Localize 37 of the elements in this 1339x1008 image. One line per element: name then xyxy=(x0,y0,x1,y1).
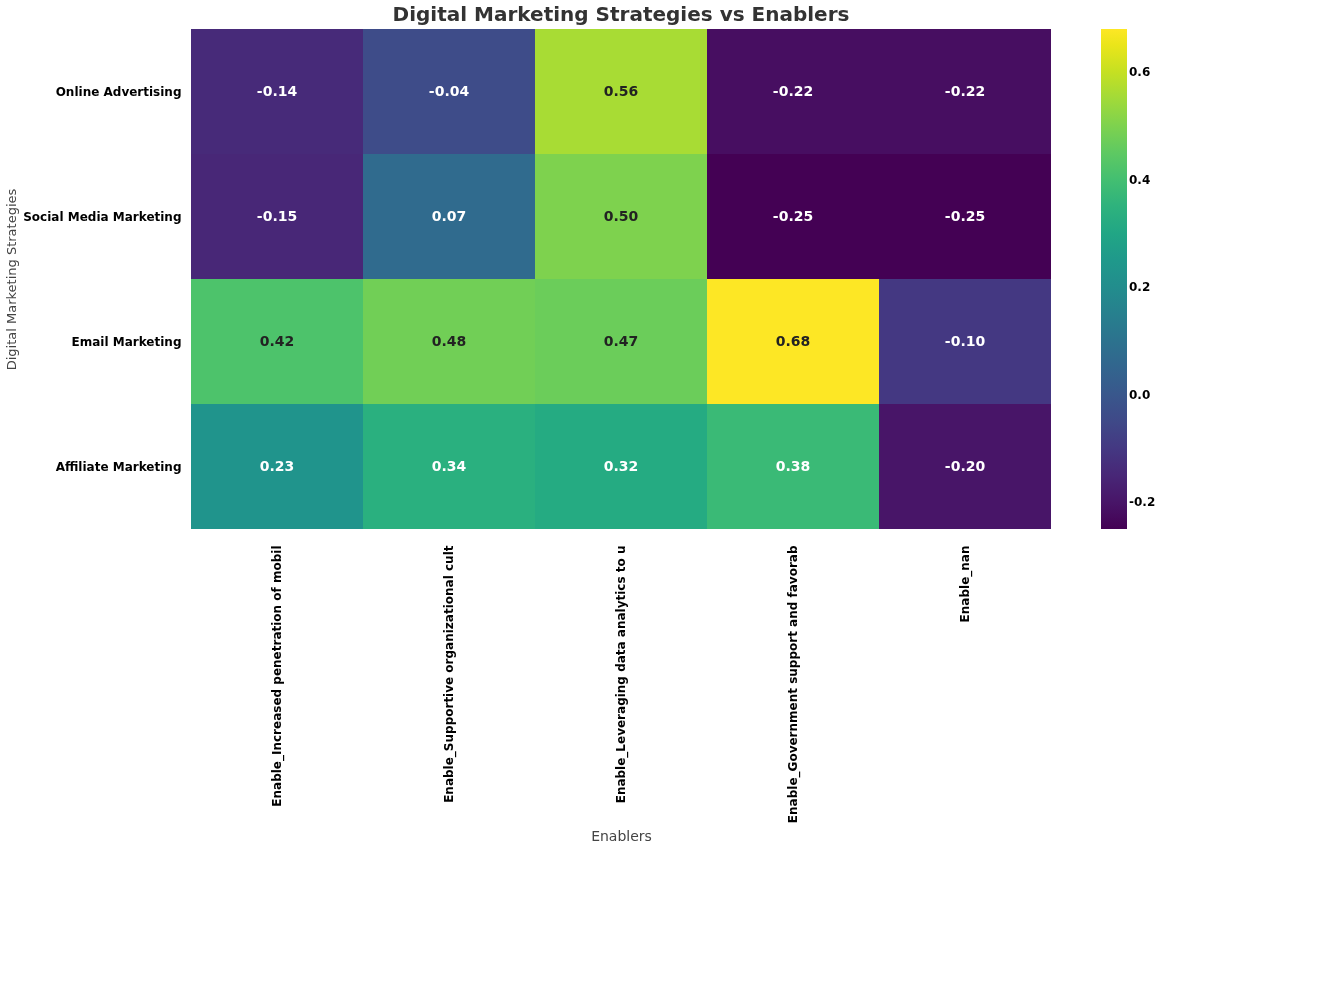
data-label: -0.10 xyxy=(944,332,986,349)
data-label: 0.50 xyxy=(603,207,639,224)
y-tick-label: Email Marketing xyxy=(71,334,182,349)
x-tick-label: Enable_Leveraging data analytics to u xyxy=(614,545,629,804)
data-label: 0.47 xyxy=(603,332,639,349)
data-label: -0.22 xyxy=(944,82,986,99)
y-tick-label: Online Advertising xyxy=(55,84,182,99)
x-tick-label: Enable_Supportive organizational cult xyxy=(442,545,457,803)
chart-title: Digital Marketing Strategies vs Enablers xyxy=(392,2,850,26)
data-label: -0.22 xyxy=(772,82,814,99)
data-label: -0.14 xyxy=(256,82,298,99)
data-label: 0.56 xyxy=(603,82,639,99)
y-tick-label: Affiliate Marketing xyxy=(55,459,182,474)
y-tick-label: Social Media Marketing xyxy=(23,209,182,224)
x-tick-label: Enable_Increased penetration of mobil xyxy=(270,545,285,807)
data-label: 0.23 xyxy=(259,457,295,474)
color-bar-label: 0.2 xyxy=(1129,280,1151,295)
color-bar-label: 0.4 xyxy=(1129,172,1151,187)
color-bar-label: 0.0 xyxy=(1129,387,1151,402)
data-label: -0.04 xyxy=(428,82,470,99)
data-label: 0.48 xyxy=(431,332,467,349)
x-axis-title: Enablers xyxy=(591,827,652,844)
x-tick-label: Enable_nan xyxy=(958,545,973,623)
data-label: -0.25 xyxy=(772,207,814,224)
x-tick-label: Enable_Government support and favorab xyxy=(786,545,801,824)
data-label: -0.20 xyxy=(944,457,986,474)
data-label: -0.15 xyxy=(256,207,298,224)
data-label: 0.34 xyxy=(431,457,467,474)
color-bar-label: -0.2 xyxy=(1129,495,1156,510)
data-label: 0.07 xyxy=(431,207,467,224)
color-bar-label: 0.6 xyxy=(1129,65,1151,80)
data-label: 0.68 xyxy=(775,332,811,349)
data-label: 0.38 xyxy=(775,457,811,474)
y-axis-title: Digital Marketing Strategies xyxy=(4,188,20,371)
data-label: 0.42 xyxy=(259,332,295,349)
data-label: -0.25 xyxy=(944,207,986,224)
data-label: 0.32 xyxy=(603,457,639,474)
